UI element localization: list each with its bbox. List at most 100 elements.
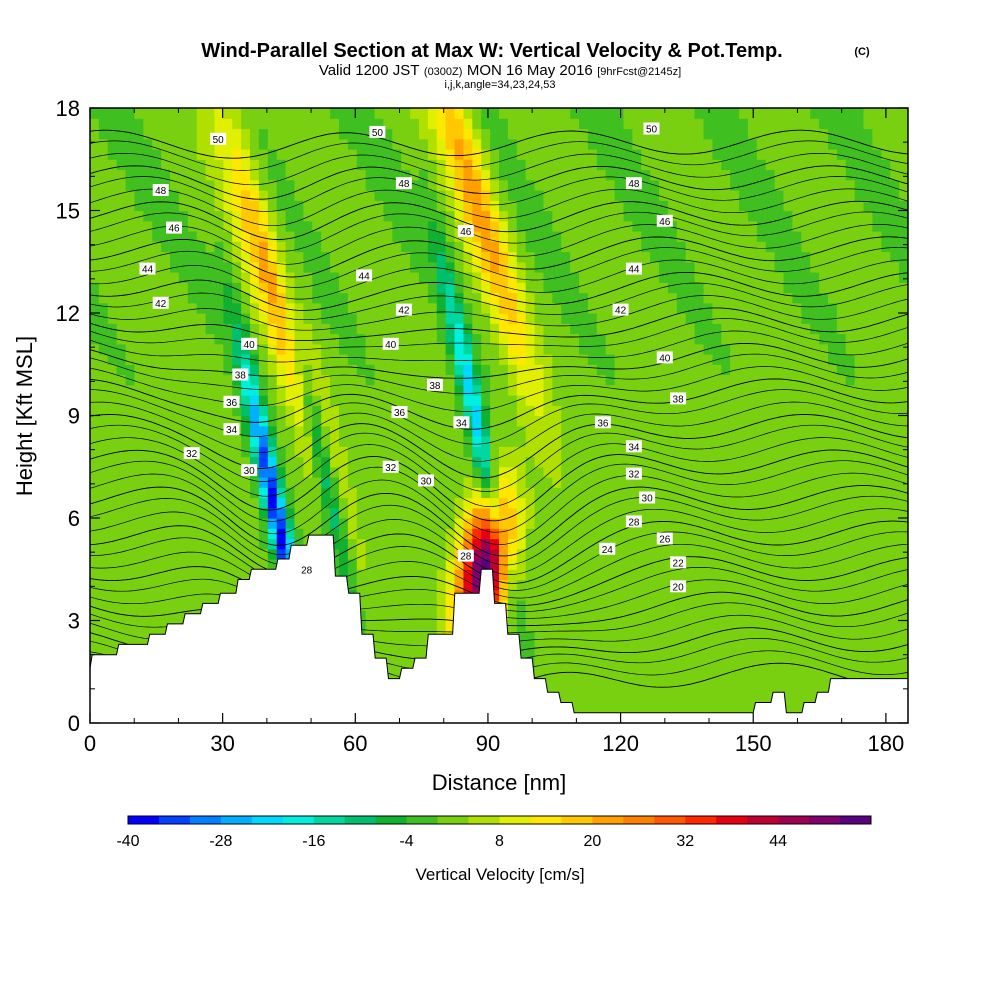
velocity-cell	[170, 600, 180, 611]
velocity-cell	[570, 671, 580, 683]
velocity-cell	[685, 343, 696, 355]
velocity-cell	[427, 333, 438, 345]
velocity-cell	[694, 630, 705, 642]
velocity-cell	[410, 425, 420, 437]
velocity-cell	[694, 569, 705, 581]
velocity-cell	[330, 282, 340, 294]
velocity-cell	[774, 425, 785, 437]
velocity-cell	[703, 169, 713, 181]
velocity-cell	[525, 548, 536, 560]
velocity-cell	[534, 190, 545, 201]
velocity-cell	[632, 579, 642, 591]
velocity-cell	[418, 364, 429, 376]
velocity-cell	[445, 610, 456, 622]
velocity-cell	[330, 251, 340, 263]
velocity-cell	[187, 600, 198, 611]
velocity-cell	[747, 302, 758, 314]
velocity-cell	[125, 507, 136, 519]
velocity-cell	[570, 169, 580, 181]
velocity-cell	[499, 579, 509, 591]
velocity-cell	[454, 538, 465, 550]
velocity-cell	[125, 364, 136, 376]
velocity-cell	[694, 446, 705, 458]
velocity-cell	[170, 323, 180, 335]
velocity-cell	[614, 528, 625, 540]
velocity-cell	[747, 425, 758, 437]
velocity-cell	[125, 425, 136, 437]
velocity-cell	[170, 497, 180, 509]
velocity-cell	[872, 354, 882, 365]
velocity-cell	[232, 518, 242, 529]
velocity-cell	[801, 354, 811, 365]
velocity-cell	[143, 405, 153, 417]
velocity-cell	[187, 200, 198, 212]
velocity-cell	[899, 405, 908, 417]
velocity-cell	[481, 354, 491, 365]
velocity-cell	[739, 559, 749, 570]
velocity-cell	[116, 559, 127, 570]
velocity-cell	[845, 302, 856, 314]
velocity-cell	[196, 600, 207, 611]
velocity-cell	[783, 333, 794, 345]
velocity-cell	[596, 528, 607, 540]
velocity-cell	[703, 190, 713, 201]
velocity-cell	[285, 272, 296, 283]
velocity-cell	[836, 251, 847, 263]
velocity-cell	[596, 497, 607, 509]
velocity-cell	[596, 190, 607, 201]
velocity-cell	[570, 651, 580, 663]
velocity-cell	[534, 446, 545, 458]
velocity-cell	[801, 292, 811, 304]
velocity-cell	[356, 210, 367, 222]
velocity-cell	[152, 415, 162, 427]
velocity-cell	[881, 559, 891, 570]
velocity-cell	[561, 231, 571, 242]
velocity-cell	[579, 692, 589, 704]
velocity-cell	[241, 436, 251, 447]
velocity-cell	[712, 200, 722, 212]
velocity-cell	[338, 548, 349, 560]
velocity-cell	[321, 231, 331, 242]
velocity-cell	[294, 292, 304, 304]
velocity-cell	[481, 200, 491, 212]
velocity-cell	[845, 456, 856, 468]
velocity-cell	[383, 600, 393, 611]
velocity-cell	[827, 343, 838, 355]
velocity-cell	[890, 261, 900, 273]
velocity-cell	[810, 579, 820, 591]
velocity-cell	[561, 548, 571, 560]
velocity-cell	[534, 405, 545, 417]
velocity-cell	[516, 354, 527, 365]
velocity-cell	[765, 323, 776, 335]
velocity-cell	[810, 425, 820, 437]
velocity-cell	[561, 487, 571, 499]
velocity-cell	[214, 364, 224, 376]
velocity-cell	[232, 415, 242, 427]
velocity-cell	[614, 456, 625, 468]
velocity-cell	[152, 231, 162, 242]
velocity-cell	[552, 364, 562, 376]
velocity-cell	[605, 169, 616, 181]
velocity-cell	[196, 528, 207, 540]
velocity-cell	[436, 261, 447, 273]
velocity-cell	[338, 272, 349, 283]
velocity-cell	[507, 302, 518, 314]
velocity-cell	[570, 374, 580, 386]
velocity-cell	[401, 589, 411, 601]
velocity-cell	[454, 302, 465, 314]
velocity-cell	[392, 364, 402, 376]
velocity-cell	[747, 548, 758, 560]
velocity-cell	[899, 220, 908, 232]
velocity-cell	[774, 518, 785, 529]
velocity-cell	[436, 559, 447, 570]
velocity-cell	[481, 436, 491, 447]
velocity-cell	[499, 477, 509, 488]
velocity-cell	[756, 251, 767, 263]
velocity-cell	[712, 425, 722, 437]
velocity-cell	[418, 548, 429, 560]
velocity-cell	[899, 241, 908, 253]
velocity-cell	[445, 231, 456, 242]
velocity-cell	[143, 220, 153, 232]
velocity-cell	[152, 579, 162, 591]
velocity-cell	[587, 384, 598, 396]
